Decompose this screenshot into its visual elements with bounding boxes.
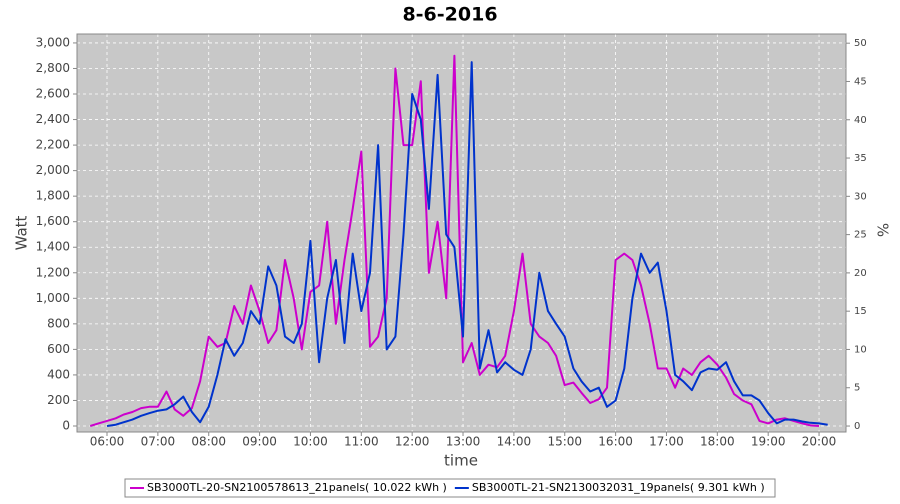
y2-tick-label: 40 [854,115,867,126]
y2-tick-label: 20 [854,268,867,279]
y-tick-label: 400 [47,367,70,381]
x-tick-label: 07:00 [141,435,176,449]
x-tick-label: 16:00 [598,435,633,449]
y-tick-label: 200 [47,393,70,407]
y-axis-label: Watt [13,215,31,250]
plot-border [76,33,847,433]
x-axis-label: time [444,452,478,470]
y2-tick-label: 45 [854,76,867,87]
y2-tick-label: 35 [854,153,867,164]
y2-tick-label: 25 [854,230,867,241]
x-tick-label: 09:00 [242,435,277,449]
y-tick-label: 3,000 [36,35,70,49]
y-tick-label: 2,600 [36,87,70,101]
x-tick-label: 17:00 [649,435,684,449]
y2-tick-label: 15 [854,306,867,317]
x-tick-label: 10:00 [293,435,328,449]
legend-label: SB3000TL-20-SN2100578613_21panels( 10.02… [147,481,447,494]
x-tick-label: 13:00 [446,435,481,449]
y-tick-label: 1,200 [36,265,70,279]
x-tick-label: 18:00 [700,435,735,449]
y-tick-label: 0 [62,418,70,432]
y-tick-label: 1,600 [36,214,70,228]
y-tick-label: 600 [47,342,70,356]
legend [124,478,776,498]
x-tick-label: 20:00 [802,435,837,449]
x-tick-label: 15:00 [547,435,582,449]
y2-axis-label: % [874,223,892,237]
series-line [106,61,828,427]
x-tick-label: 19:00 [751,435,786,449]
x-tick-label: 11:00 [344,435,379,449]
x-tick-label: 12:00 [395,435,430,449]
y2-tick-label: 50 [854,38,867,49]
y-tick-label: 2,200 [36,138,70,152]
legend-label: SB3000TL-21-SN2130032031_19panels( 9.301… [472,481,765,494]
y2-tick-label: 30 [854,191,867,202]
y-tick-label: 1,800 [36,189,70,203]
chart-title: 8-6-2016 [402,4,497,26]
y-tick-label: 1,000 [36,291,70,305]
y-tick-label: 1,400 [36,240,70,254]
y-tick-label: 800 [47,316,70,330]
y2-tick-label: 5 [854,383,860,394]
y-tick-label: 2,400 [36,112,70,126]
series-line [89,54,820,427]
y2-tick-label: 0 [854,421,860,432]
y-tick-label: 2,000 [36,163,70,177]
x-tick-label: 14:00 [497,435,532,449]
y-tick-label: 2,800 [36,61,70,75]
y2-tick-label: 10 [854,344,867,355]
x-tick-label: 08:00 [191,435,226,449]
x-tick-label: 06:00 [90,435,125,449]
